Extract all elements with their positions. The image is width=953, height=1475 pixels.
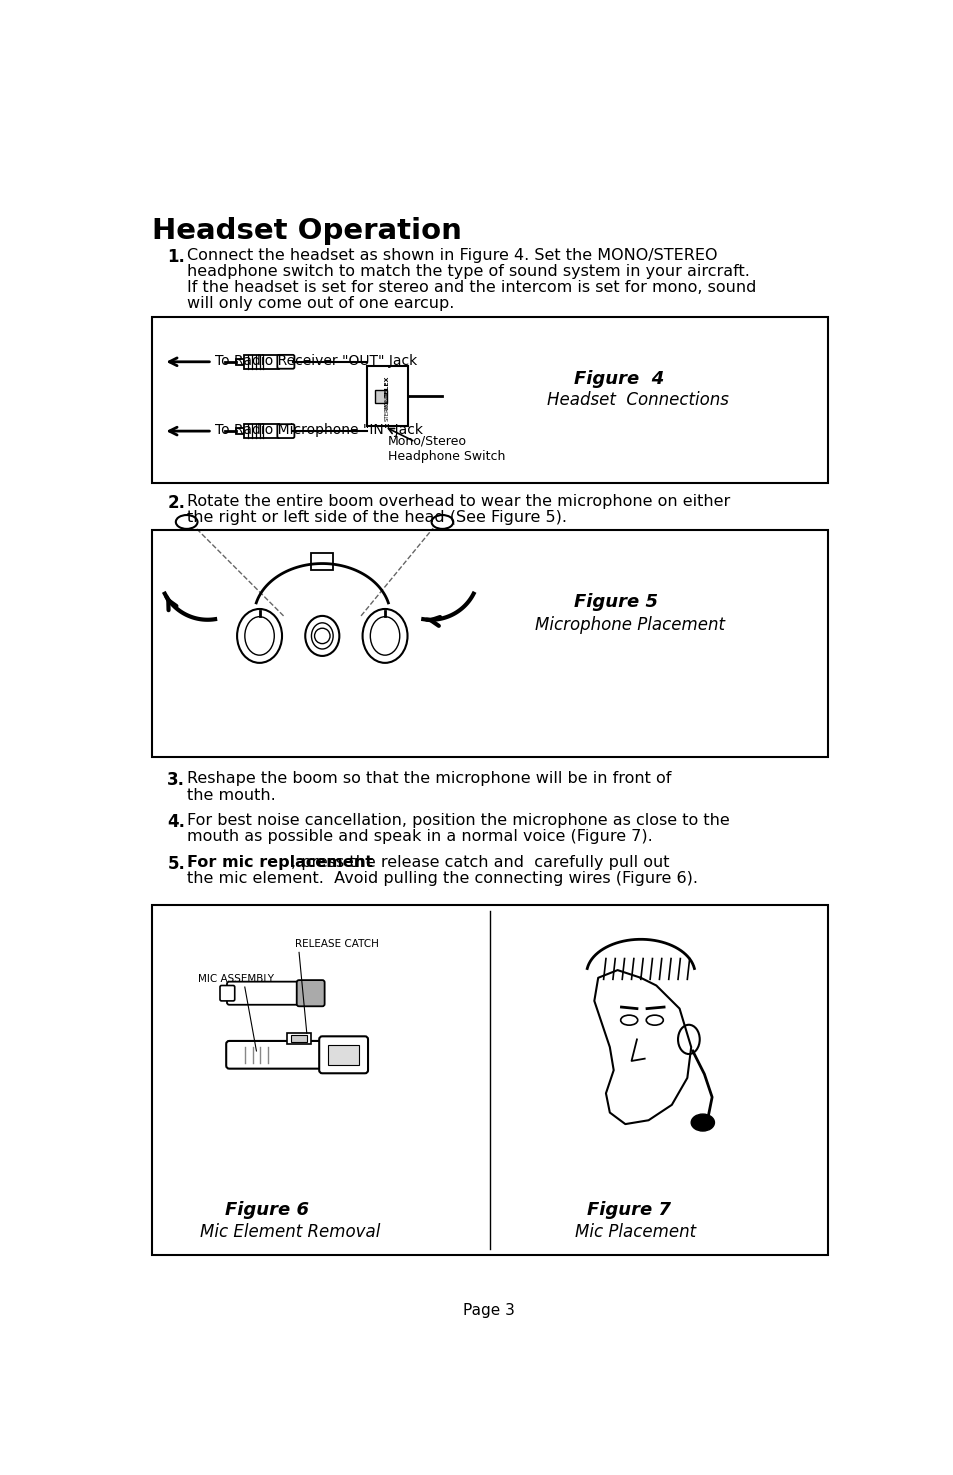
Ellipse shape: [645, 1015, 662, 1025]
FancyBboxPatch shape: [220, 985, 234, 1002]
Text: Mic Element Removal: Mic Element Removal: [199, 1223, 380, 1240]
Bar: [311, 553, 333, 569]
Ellipse shape: [691, 1114, 714, 1131]
Text: To Radio Microphone "IN" Jack: To Radio Microphone "IN" Jack: [215, 423, 423, 438]
Text: Reshape the boom so that the microphone will be in front of: Reshape the boom so that the microphone …: [187, 771, 671, 786]
Bar: [152, 530, 827, 757]
Bar: [152, 904, 827, 1255]
FancyBboxPatch shape: [277, 425, 294, 438]
Ellipse shape: [175, 515, 197, 530]
Text: headphone switch to match the type of sound system in your aircraft.: headphone switch to match the type of so…: [187, 264, 750, 279]
FancyBboxPatch shape: [226, 1041, 325, 1069]
Text: For mic replacement: For mic replacement: [187, 854, 373, 870]
Text: Figure 5: Figure 5: [574, 593, 658, 611]
Ellipse shape: [370, 617, 399, 655]
Ellipse shape: [311, 622, 333, 649]
Ellipse shape: [431, 515, 453, 530]
Text: 5.: 5.: [167, 854, 185, 873]
FancyBboxPatch shape: [277, 355, 294, 369]
Ellipse shape: [305, 617, 339, 656]
Bar: [236, 428, 244, 434]
Text: TELEX: TELEX: [384, 376, 390, 398]
Text: Microphone Placement: Microphone Placement: [535, 617, 724, 634]
Ellipse shape: [245, 617, 274, 655]
Text: the mic element.  Avoid pulling the connecting wires (Figure 6).: the mic element. Avoid pulling the conne…: [187, 870, 698, 886]
Circle shape: [314, 628, 330, 643]
Text: RELEASE CATCH: RELEASE CATCH: [294, 940, 378, 950]
Ellipse shape: [620, 1015, 637, 1025]
Text: 2.: 2.: [167, 494, 185, 512]
Bar: [236, 358, 244, 364]
Ellipse shape: [678, 1025, 699, 1055]
Text: Figure 6: Figure 6: [225, 1201, 309, 1220]
Text: the right or left side of the head (See Figure 5).: the right or left side of the head (See …: [187, 510, 567, 525]
Text: will only come out of one earcup.: will only come out of one earcup.: [187, 296, 455, 311]
Text: MONO: MONO: [384, 392, 390, 409]
Text: Figure  4: Figure 4: [574, 370, 663, 388]
Bar: [375, 389, 387, 403]
Text: Mono/Stereo
Headphone Switch: Mono/Stereo Headphone Switch: [388, 435, 505, 463]
Text: Connect the headset as shown in Figure 4. Set the MONO/STEREO: Connect the headset as shown in Figure 4…: [187, 248, 718, 263]
FancyBboxPatch shape: [296, 979, 324, 1006]
Text: mouth as possible and speak in a normal voice (Figure 7).: mouth as possible and speak in a normal …: [187, 829, 653, 844]
Text: 3.: 3.: [167, 771, 185, 789]
Bar: [152, 317, 827, 482]
Text: Rotate the entire boom overhead to wear the microphone on either: Rotate the entire boom overhead to wear …: [187, 494, 730, 509]
Bar: [367, 366, 407, 426]
Bar: [291, 1035, 307, 1043]
Bar: [328, 1044, 358, 1065]
Text: Headset  Connections: Headset Connections: [546, 391, 728, 409]
Text: MIC ASSEMBLY: MIC ASSEMBLY: [198, 974, 274, 984]
Text: STEREO: STEREO: [384, 400, 390, 420]
Ellipse shape: [362, 609, 407, 662]
Bar: [287, 1034, 311, 1044]
Text: Page 3: Page 3: [462, 1302, 515, 1317]
Ellipse shape: [237, 609, 282, 662]
Text: To Radio Receiver "OUT" Jack: To Radio Receiver "OUT" Jack: [215, 354, 417, 369]
FancyBboxPatch shape: [227, 982, 301, 1004]
Text: Figure 7: Figure 7: [586, 1201, 670, 1220]
Text: If the headset is set for stereo and the intercom is set for mono, sound: If the headset is set for stereo and the…: [187, 280, 756, 295]
Text: For best noise cancellation, position the microphone as close to the: For best noise cancellation, position th…: [187, 813, 729, 827]
Bar: [244, 355, 278, 369]
Text: the mouth.: the mouth.: [187, 788, 276, 802]
Text: 1.: 1.: [167, 248, 185, 266]
Text: , press the release catch and  carefully pull out: , press the release catch and carefully …: [291, 854, 669, 870]
FancyBboxPatch shape: [319, 1037, 368, 1074]
Bar: [244, 425, 278, 438]
Text: Headset Operation: Headset Operation: [152, 217, 461, 245]
Text: 4.: 4.: [167, 813, 185, 830]
Text: Mic Placement: Mic Placement: [575, 1223, 696, 1240]
